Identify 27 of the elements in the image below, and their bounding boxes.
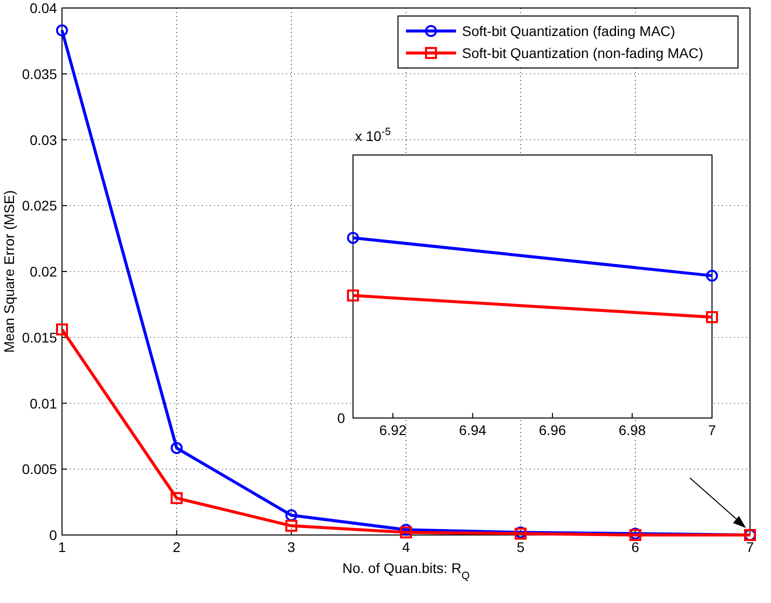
x-tick-label: 7 xyxy=(746,539,754,555)
x-tick-label: 4 xyxy=(402,539,410,555)
y-tick-label: 0 xyxy=(49,527,58,543)
x-tick-label: 3 xyxy=(287,539,296,555)
x-tick-label: 6.92 xyxy=(379,422,407,438)
legend-label: Soft-bit Quantization (non-fading MAC) xyxy=(462,45,704,61)
y-tick-label: 0.01 xyxy=(30,395,58,412)
x-axis-title: No. of Quan.bits: R$_{Q}$ xyxy=(342,560,470,582)
x-tick-label: 6.98 xyxy=(618,422,646,438)
x-tick-label: 6.96 xyxy=(538,422,566,438)
y-axis-title: Mean Square Error (MSE) xyxy=(1,190,17,353)
x-tick-label: 7 xyxy=(708,422,716,438)
annotation: 0 xyxy=(337,410,346,426)
legend-label: Soft-bit Quantization (fading MAC) xyxy=(462,23,676,39)
y-tick-label: 0.025 xyxy=(22,198,58,214)
y-tick-label: 0.04 xyxy=(30,0,58,16)
y-tick-label: 0.005 xyxy=(22,461,58,478)
x-tick-label: 2 xyxy=(172,539,181,555)
x-tick-label: 5 xyxy=(516,539,525,555)
y-tick-label: 0.035 xyxy=(22,66,58,82)
y-tick-label: 0.03 xyxy=(30,132,58,148)
annotation: x 10$^{-5}$ xyxy=(355,126,391,144)
x-tick-label: 6 xyxy=(631,539,640,555)
x-tick-label: 6.94 xyxy=(459,422,487,438)
y-tick-label: 0.015 xyxy=(22,329,58,346)
x-tick-label: 1 xyxy=(58,539,66,555)
y-tick-label: 0.02 xyxy=(30,264,58,280)
